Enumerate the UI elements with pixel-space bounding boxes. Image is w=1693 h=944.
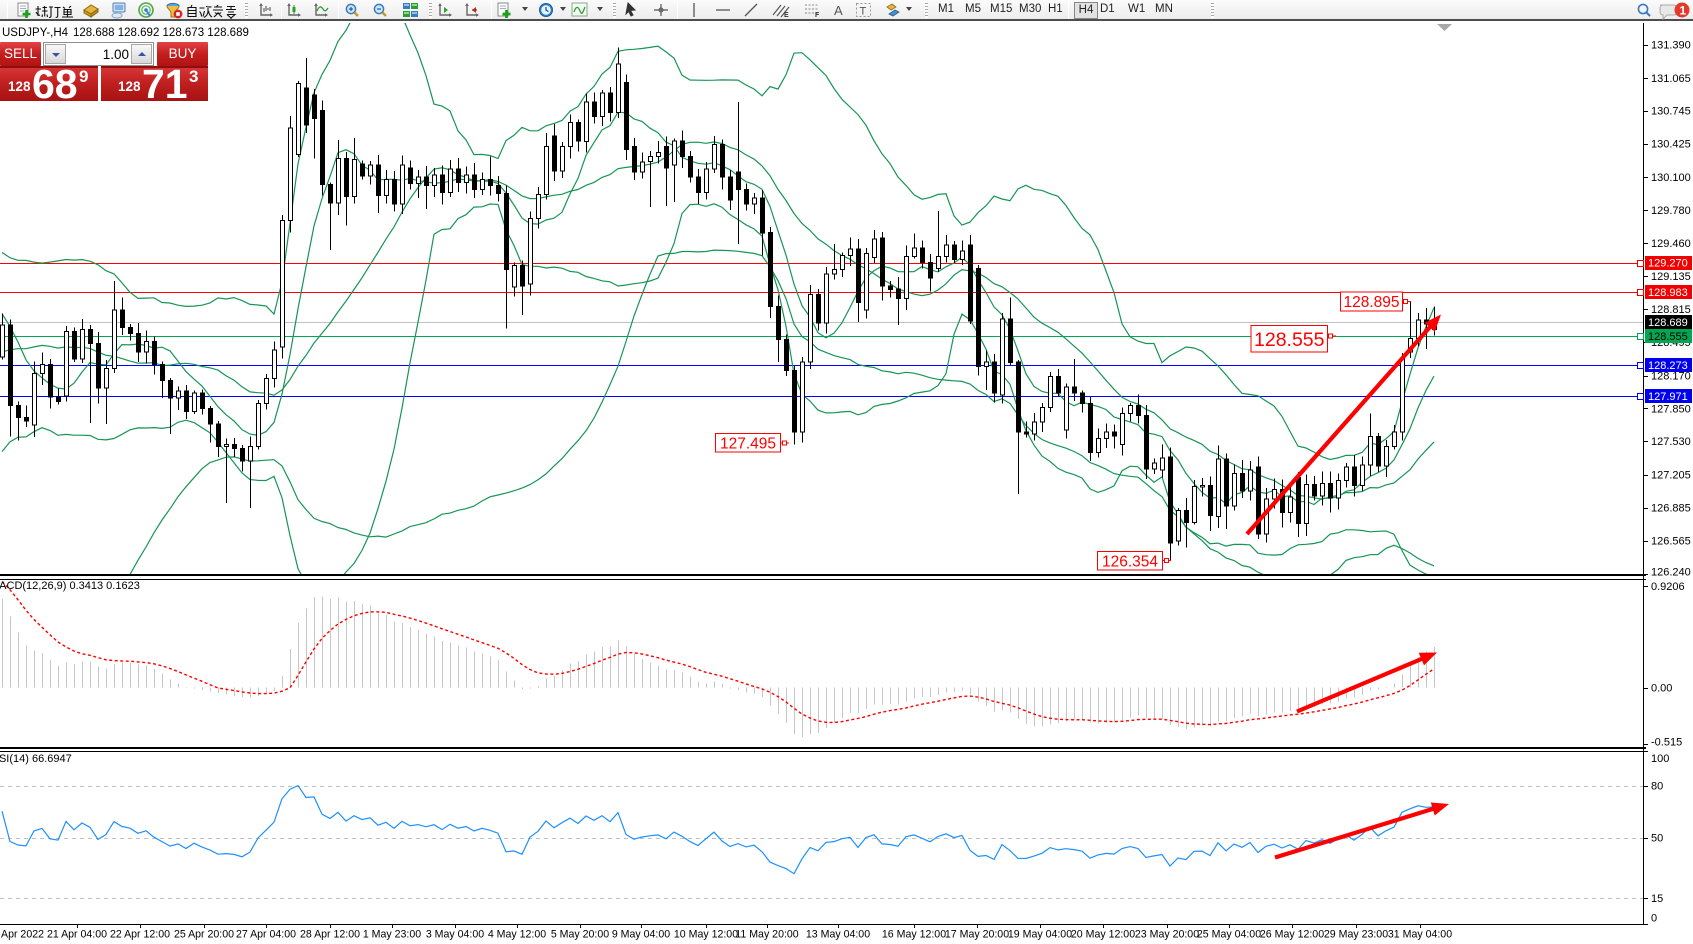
svg-text:10 May 12:00: 10 May 12:00 <box>674 929 738 941</box>
svg-text:131.390: 131.390 <box>1651 39 1691 51</box>
svg-text:3 May 04:00: 3 May 04:00 <box>426 929 484 941</box>
svg-text:0.00: 0.00 <box>1651 682 1672 694</box>
svg-text:A: A <box>834 3 843 18</box>
svg-text:131.065: 131.065 <box>1651 73 1691 85</box>
svg-text:127.850: 127.850 <box>1651 403 1691 415</box>
svg-text:128.273: 128.273 <box>1648 360 1688 372</box>
svg-text:128.689: 128.689 <box>1648 317 1688 329</box>
svg-text:13 May 04:00: 13 May 04:00 <box>806 929 870 941</box>
svg-text:Apr 2022: Apr 2022 <box>1 929 44 941</box>
svg-text:21 Apr 04:00: 21 Apr 04:00 <box>47 929 107 941</box>
svg-text:17 May 20:00: 17 May 20:00 <box>945 929 1009 941</box>
svg-text:25 Apr 20:00: 25 Apr 20:00 <box>174 929 234 941</box>
svg-text:128.895: 128.895 <box>1343 294 1399 311</box>
svg-text:RSI(14) 66.6947: RSI(14) 66.6947 <box>0 753 72 765</box>
svg-text:1 May 23:00: 1 May 23:00 <box>363 929 421 941</box>
svg-text:126.565: 126.565 <box>1651 535 1691 547</box>
svg-text:27 Apr 04:00: 27 Apr 04:00 <box>236 929 296 941</box>
svg-text:128.815: 128.815 <box>1651 304 1691 316</box>
svg-text:128.170: 128.170 <box>1651 370 1691 382</box>
svg-text:126.885: 126.885 <box>1651 503 1691 515</box>
svg-text:5 May 20:00: 5 May 20:00 <box>551 929 609 941</box>
svg-text:127.971: 127.971 <box>1648 391 1688 403</box>
svg-text:19 May 04:00: 19 May 04:00 <box>1008 929 1072 941</box>
svg-text:128.555: 128.555 <box>1254 329 1325 351</box>
svg-text:T: T <box>860 6 867 18</box>
svg-text:4 May 12:00: 4 May 12:00 <box>488 929 546 941</box>
svg-text:127.205: 127.205 <box>1651 470 1691 482</box>
svg-text:128.555: 128.555 <box>1648 331 1688 343</box>
svg-text:80: 80 <box>1651 780 1663 792</box>
svg-text:127.530: 127.530 <box>1651 436 1691 448</box>
svg-text:127.495: 127.495 <box>720 435 776 452</box>
svg-text:128.983: 128.983 <box>1648 287 1688 299</box>
svg-text:129.780: 129.780 <box>1651 205 1691 217</box>
svg-text:-0.515: -0.515 <box>1651 737 1682 749</box>
svg-text:31 May 04:00: 31 May 04:00 <box>1388 929 1452 941</box>
svg-text:20 May 12:00: 20 May 12:00 <box>1071 929 1135 941</box>
svg-text:11 May 20:00: 11 May 20:00 <box>735 929 799 941</box>
svg-text:29 May 23:00: 29 May 23:00 <box>1324 929 1388 941</box>
svg-text:1: 1 <box>1680 4 1687 18</box>
svg-text:25 May 04:00: 25 May 04:00 <box>1197 929 1261 941</box>
svg-text:128.688 128.692 128.673 128.68: 128.688 128.692 128.673 128.689 <box>73 27 249 39</box>
svg-text:130.100: 130.100 <box>1651 172 1691 184</box>
svg-text:16 May 12:00: 16 May 12:00 <box>882 929 946 941</box>
svg-text:USDJPY-,H4: USDJPY-,H4 <box>2 27 69 39</box>
svg-text:F: F <box>815 12 820 19</box>
svg-text:9 May 04:00: 9 May 04:00 <box>612 929 670 941</box>
svg-text:130.745: 130.745 <box>1651 106 1691 118</box>
svg-text:130.425: 130.425 <box>1651 139 1691 151</box>
svg-text:0.9206: 0.9206 <box>1651 581 1685 593</box>
svg-text:26 May 12:00: 26 May 12:00 <box>1260 929 1324 941</box>
svg-text:MACD(12,26,9) 0.3413 0.1623: MACD(12,26,9) 0.3413 0.1623 <box>0 580 140 592</box>
svg-text:100: 100 <box>1651 753 1669 765</box>
svg-text:28 Apr 12:00: 28 Apr 12:00 <box>300 929 360 941</box>
svg-text:129.460: 129.460 <box>1651 238 1691 250</box>
svg-text:129.270: 129.270 <box>1648 257 1688 269</box>
svg-text:126.240: 126.240 <box>1651 566 1691 578</box>
svg-text:23 May 20:00: 23 May 20:00 <box>1135 929 1199 941</box>
svg-text:0: 0 <box>1651 912 1657 924</box>
svg-text:E: E <box>784 12 789 19</box>
svg-text:126.354: 126.354 <box>1102 553 1158 570</box>
svg-text:15: 15 <box>1651 893 1663 905</box>
svg-text:50: 50 <box>1651 832 1663 844</box>
svg-text:22 Apr 12:00: 22 Apr 12:00 <box>110 929 170 941</box>
svg-text:129.135: 129.135 <box>1651 271 1691 283</box>
